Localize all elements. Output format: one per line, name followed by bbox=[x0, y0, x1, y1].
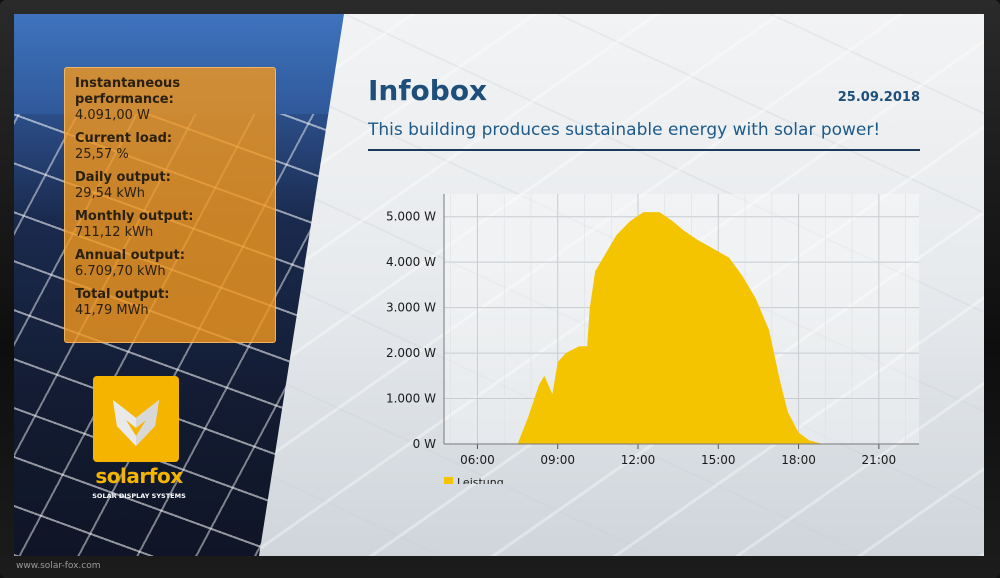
stat-label: Current load: bbox=[75, 131, 173, 146]
brand-name: solarfox bbox=[95, 464, 183, 488]
legend-swatch bbox=[444, 477, 453, 484]
y-tick-label: 4.000 W bbox=[386, 255, 436, 269]
header-divider bbox=[368, 149, 920, 151]
fox-logo-icon bbox=[113, 400, 159, 446]
y-tick-label: 3.000 W bbox=[386, 301, 436, 315]
x-tick-label: 12:00 bbox=[621, 453, 656, 467]
x-tick-label: 21:00 bbox=[862, 453, 897, 467]
solarfox-logo bbox=[93, 376, 179, 462]
date-label: 25.09.2018 bbox=[837, 90, 920, 105]
stat-value: 41,79 MWh bbox=[75, 303, 149, 318]
x-tick-label: 15:00 bbox=[701, 453, 736, 467]
stat-value: 4.091,00 W bbox=[75, 108, 150, 123]
stat-item: Annual output: 6.709,70 kWh bbox=[75, 248, 265, 280]
stat-item: Monthly output: 711,12 kWh bbox=[75, 209, 265, 241]
x-tick-label: 09:00 bbox=[540, 453, 575, 467]
area-series bbox=[517, 212, 834, 444]
y-tick-label: 1.000 W bbox=[386, 392, 436, 406]
stat-label: Annual output: bbox=[75, 248, 185, 263]
stat-item: Current load: 25,57 % bbox=[75, 131, 265, 163]
stat-value: 6.709,70 kWh bbox=[75, 264, 166, 279]
brand-tagline: SOLAR DISPLAY SYSTEMS bbox=[92, 492, 186, 500]
display-screen: Instantaneous performance: 4.091,00 W Curr… bbox=[14, 14, 984, 556]
power-chart: 0 W 1.000 W 2.000 W 3.000 W 4.000 W 5.000 W 06… bbox=[386, 194, 919, 484]
stat-value: 711,12 kWh bbox=[75, 225, 154, 240]
stat-item: Total output: 41,79 MWh bbox=[75, 287, 265, 319]
stat-label: Total output: bbox=[75, 287, 170, 302]
stat-item: Instantaneous performance: 4.091,00 W bbox=[75, 76, 265, 124]
y-tick-label: 0 W bbox=[413, 437, 436, 451]
x-tick-label: 06:00 bbox=[460, 453, 495, 467]
stat-value: 25,57 % bbox=[75, 147, 129, 162]
y-tick-label: 2.000 W bbox=[386, 346, 436, 360]
stat-label: Instantaneous performance: bbox=[75, 76, 181, 107]
footer-url: www.solar-fox.com bbox=[16, 561, 101, 571]
legend-label: Leistung bbox=[457, 476, 504, 484]
x-tick-label: 18:00 bbox=[781, 453, 816, 467]
page-subtitle: This building produces sustainable energ… bbox=[368, 120, 881, 140]
stat-label: Daily output: bbox=[75, 170, 171, 185]
stats-infobox: Instantaneous performance: 4.091,00 W Curr… bbox=[64, 67, 276, 343]
stat-item: Daily output: 29,54 kWh bbox=[75, 170, 265, 202]
page-title: Infobox bbox=[368, 74, 488, 107]
stat-label: Monthly output: bbox=[75, 209, 194, 224]
y-tick-label: 5.000 W bbox=[386, 210, 436, 224]
stat-value: 29,54 kWh bbox=[75, 186, 145, 201]
